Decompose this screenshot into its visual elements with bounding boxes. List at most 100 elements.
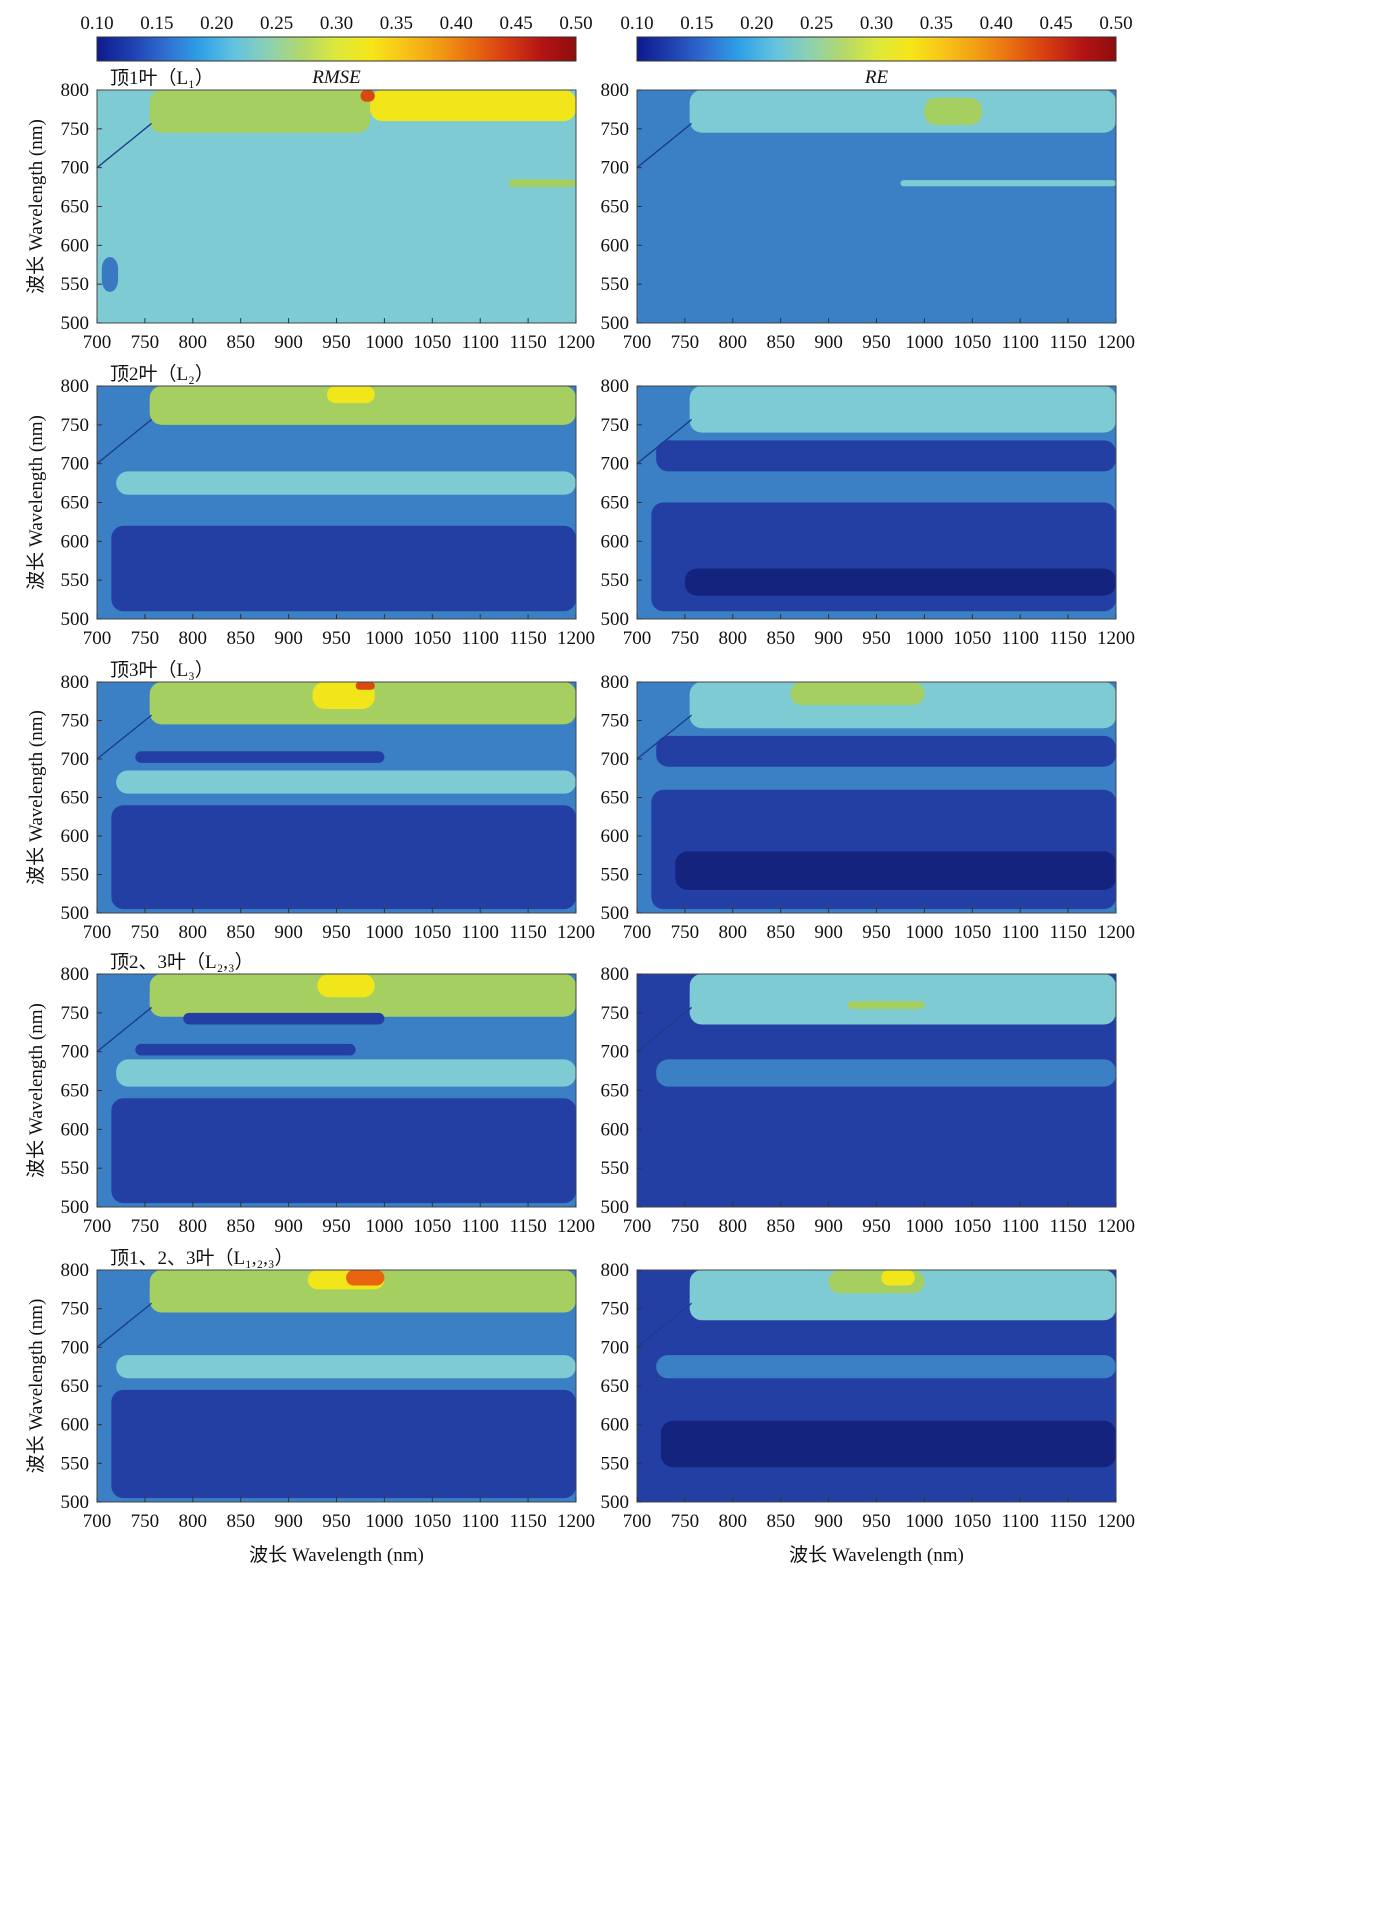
x-tick-label: 900 <box>814 1216 843 1237</box>
y-tick-label: 700 <box>61 1042 90 1063</box>
x-tick-label: 850 <box>766 922 795 943</box>
y-tick-label: 800 <box>601 80 630 101</box>
y-tick-label: 800 <box>61 80 90 101</box>
x-tick-label: 900 <box>814 332 843 353</box>
panel-field <box>97 682 576 913</box>
x-tick-label: 1200 <box>557 628 595 649</box>
contour-region <box>326 386 375 404</box>
contour-region <box>111 805 576 910</box>
y-tick-label: 600 <box>61 1415 90 1436</box>
x-tick-label: 950 <box>862 332 891 353</box>
x-tick-label: 1150 <box>509 628 546 649</box>
diagonal-line <box>97 1302 153 1348</box>
y-tick-label: 700 <box>61 749 90 770</box>
x-tick-label: 750 <box>131 1216 160 1237</box>
y-tick-label: 700 <box>601 454 630 475</box>
y-tick-label: 650 <box>601 1376 630 1397</box>
panel-rmse-row-5: 700 750 800 850 900 950 1000 1050 1100 1150 1200 80… <box>61 1260 596 1532</box>
labels: RMSE RE 顶1叶（L₁） 波长 Wavelength (nm) 顶2叶（L₂） 波长… <box>25 67 964 1566</box>
contour-region <box>689 1270 1116 1321</box>
panel-re-row-2: 700 750 800 850 900 950 1000 1050 1100 1150 1200 80… <box>601 376 1136 649</box>
y-tick-label: 750 <box>601 1003 630 1024</box>
y-tick-label: 550 <box>61 1158 90 1179</box>
x-tick-label: 1100 <box>462 332 499 353</box>
contour-region <box>508 179 576 188</box>
x-tick-label: 900 <box>274 922 303 943</box>
contour-region <box>684 568 1116 596</box>
x-tick-label: 1050 <box>413 1216 451 1237</box>
y-axis-label: 波长 Wavelength (nm) <box>25 415 47 590</box>
y-tick-label: 600 <box>61 531 90 552</box>
colorbar-tick-label: 0.50 <box>1099 13 1132 34</box>
y-tick-label: 650 <box>61 493 90 514</box>
y-tick-label: 550 <box>61 274 90 295</box>
x-tick-label: 950 <box>322 332 351 353</box>
x-tick-label: 900 <box>274 628 303 649</box>
x-tick-label: 1150 <box>1049 628 1086 649</box>
y-tick-label: 700 <box>61 1337 90 1358</box>
contour-region <box>656 1059 1116 1087</box>
x-tick-label: 1050 <box>953 922 991 943</box>
x-tick-label: 1050 <box>953 628 991 649</box>
y-tick-label: 750 <box>61 711 90 732</box>
colorbar-tick-label: 0.30 <box>320 13 353 34</box>
y-tick-label: 800 <box>601 376 630 397</box>
x-tick-label: 700 <box>623 922 652 943</box>
colorbar-tick-label: 0.35 <box>380 13 413 34</box>
x-tick-label: 800 <box>179 1511 208 1532</box>
x-tick-label: 1100 <box>462 628 499 649</box>
x-tick-label: 1150 <box>1049 1216 1086 1237</box>
x-tick-label: 750 <box>131 628 160 649</box>
y-tick-label: 700 <box>601 158 630 179</box>
x-tick-label: 950 <box>862 628 891 649</box>
x-tick-label: 850 <box>226 1511 255 1532</box>
x-tick-label: 1000 <box>905 1511 943 1532</box>
y-tick-label: 550 <box>601 570 630 591</box>
contour-region <box>111 1098 576 1204</box>
y-tick-label: 600 <box>601 1415 630 1436</box>
y-tick-label: 750 <box>601 711 630 732</box>
contour-region <box>656 1355 1116 1379</box>
y-tick-label: 600 <box>601 235 630 256</box>
colorbar-tick-label: 0.40 <box>440 13 473 34</box>
x-tick-label: 1050 <box>413 628 451 649</box>
panel-rmse-row-2: 700 750 800 850 900 950 1000 1050 1100 1150 1200 80… <box>61 376 596 649</box>
x-tick-label: 1050 <box>953 332 991 353</box>
x-tick-label: 1100 <box>1002 1216 1039 1237</box>
y-tick-label: 750 <box>61 1299 90 1320</box>
y-tick-label: 650 <box>601 197 630 218</box>
x-tick-label: 800 <box>719 332 748 353</box>
x-tick-label: 1100 <box>1002 922 1039 943</box>
colorbar-tick-label: 0.45 <box>500 13 533 34</box>
y-tick-label: 500 <box>61 1197 90 1218</box>
panel-field <box>637 90 1116 323</box>
x-tick-label: 950 <box>322 628 351 649</box>
x-tick-label: 900 <box>814 628 843 649</box>
x-tick-label: 850 <box>766 1511 795 1532</box>
y-tick-label: 500 <box>601 313 630 334</box>
y-tick-label: 650 <box>61 788 90 809</box>
contour-region <box>135 751 385 763</box>
row-label-5: 顶1、2、3叶（L₁,₂,₃） <box>110 1247 293 1269</box>
y-tick-label: 800 <box>601 1260 630 1281</box>
y-tick-label: 500 <box>61 313 90 334</box>
contour-region <box>656 735 1116 767</box>
x-tick-label: 750 <box>131 1511 160 1532</box>
y-tick-label: 500 <box>61 903 90 924</box>
x-tick-label: 950 <box>862 922 891 943</box>
contour-region <box>346 1270 385 1286</box>
x-tick-label: 700 <box>83 1216 112 1237</box>
y-tick-label: 650 <box>601 788 630 809</box>
x-tick-label: 900 <box>274 1511 303 1532</box>
colorbar-tick-label: 0.15 <box>140 13 173 34</box>
y-tick-label: 650 <box>61 1081 90 1102</box>
x-tick-label: 850 <box>766 628 795 649</box>
x-tick-label: 1100 <box>1002 628 1039 649</box>
row-label-3: 顶3叶（L₃） <box>110 659 214 681</box>
x-tick-label: 1050 <box>413 1511 451 1532</box>
contour-region <box>660 1420 1116 1468</box>
y-axis-label: 波长 Wavelength (nm) <box>25 1003 47 1178</box>
x-tick-label: 800 <box>719 628 748 649</box>
x-tick-label: 1200 <box>1097 332 1135 353</box>
x-tick-label: 800 <box>179 628 208 649</box>
